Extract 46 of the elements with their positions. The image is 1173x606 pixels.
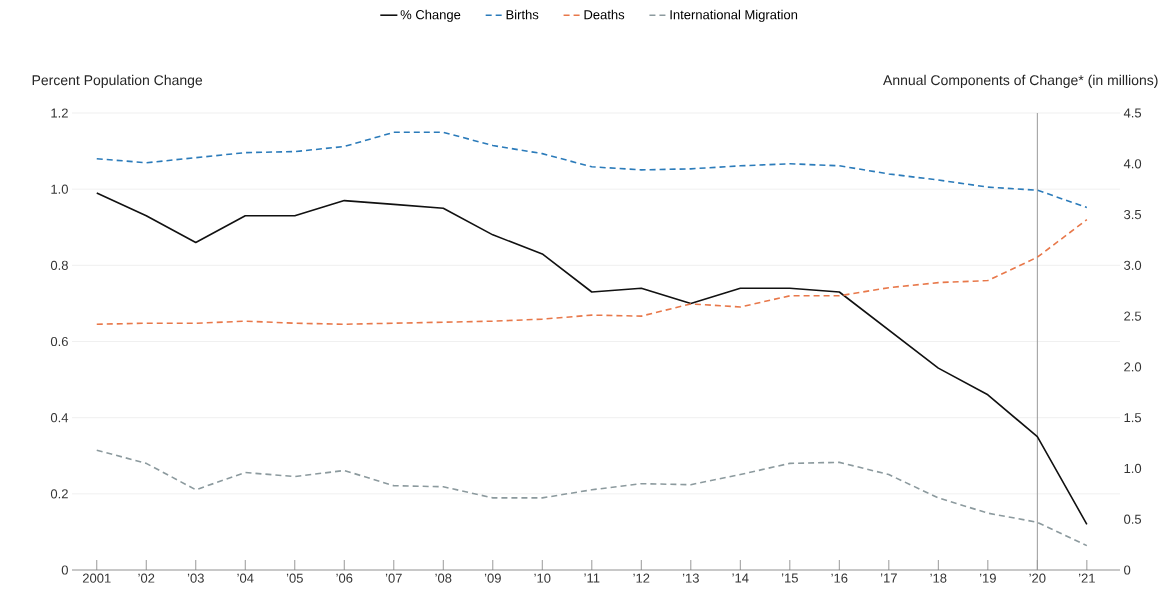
y2-tick-label: 2.0 [1124, 362, 1142, 372]
y-tick-label: 0.8 [50, 260, 68, 270]
y2-tick-label: 0 [1124, 565, 1131, 575]
y2-axis-title: Annual Components of Change* (in millions) [883, 74, 1158, 88]
y-tick-label: 0.6 [50, 336, 68, 347]
x-tick-label: ’13 [682, 573, 699, 583]
y2-tick-label: 1.0 [1124, 463, 1142, 474]
x-tick-label: ’07 [385, 573, 402, 583]
y2-tick-label: 2.5 [1124, 311, 1142, 321]
x-tick-label: ’19 [979, 573, 996, 583]
legend-label: Births [506, 9, 539, 20]
x-tick-label: ’05 [286, 573, 303, 583]
y-tick-label: 1.2 [51, 108, 68, 118]
x-tick-label: ’06 [336, 573, 353, 583]
legend-label: International Migration [670, 9, 798, 22]
x-tick-label: ’04 [237, 573, 254, 583]
y-tick-label: 0.4 [50, 413, 69, 423]
x-tick-label: 2001 [82, 573, 111, 583]
legend-label: % Change [400, 9, 461, 22]
x-tick-label: ’11 [584, 573, 600, 583]
x-tick-label: ’08 [435, 573, 452, 583]
x-tick-label: ’10 [534, 573, 551, 583]
x-tick-label: ’15 [781, 573, 798, 583]
line-series [95, 449, 1088, 547]
x-tick-label: ’09 [484, 573, 501, 583]
y2-tick-label: 4.5 [1123, 108, 1142, 118]
x-tick-label: ’14 [732, 573, 749, 583]
y-tick-label: 1.0 [51, 184, 68, 194]
x-tick-label: ’12 [633, 573, 650, 583]
y2-tick-label: 4.0 [1123, 159, 1142, 169]
x-tick-label: ’17 [880, 573, 897, 583]
y2-tick-label: 3.5 [1124, 209, 1142, 220]
y2-tick-label: 1.5 [1124, 413, 1142, 423]
line-series [95, 218, 1088, 326]
y2-tick-label: 3.0 [1124, 260, 1142, 270]
y-axis-title: Percent Population Change [32, 74, 203, 88]
legend-label: Deaths [584, 9, 625, 20]
y-tick-label: 0 [61, 565, 68, 575]
y-tick-label: 0.2 [50, 489, 68, 499]
x-tick-label: ’21 [1078, 573, 1095, 583]
x-tick-label: ’20 [1029, 573, 1046, 583]
x-tick-label: ’18 [930, 573, 947, 583]
x-tick-label: ’02 [138, 573, 155, 583]
x-tick-label: ’16 [831, 573, 848, 583]
y2-tick-label: 0.5 [1124, 514, 1142, 524]
x-tick-label: ’03 [187, 573, 204, 583]
